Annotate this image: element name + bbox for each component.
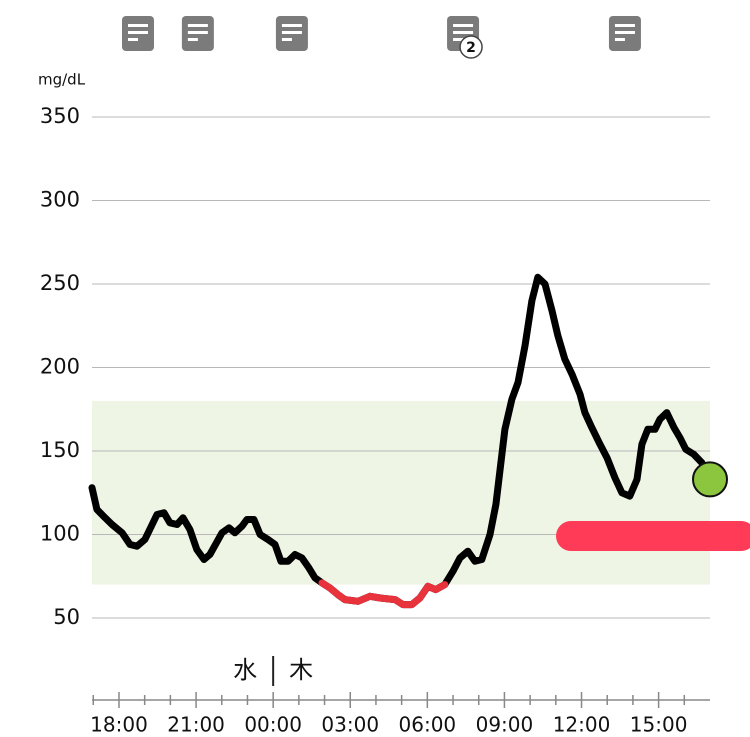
note-line	[281, 38, 292, 41]
y-tick-label: 50	[53, 605, 80, 629]
y-tick-label: 300	[40, 188, 80, 212]
note-count: 2	[466, 40, 476, 56]
x-tick-label: 21:00	[167, 713, 225, 737]
target-range	[92, 400, 710, 585]
y-tick-label: 350	[40, 104, 80, 128]
x-tick-label: 15:00	[630, 713, 688, 737]
y-tick-label: 100	[40, 522, 80, 546]
note-badge	[459, 35, 483, 59]
day-label: 水	[233, 656, 257, 684]
note-line	[281, 31, 302, 34]
overlay-bar	[556, 521, 750, 551]
note-line	[127, 38, 138, 41]
y-tick-label: 150	[40, 438, 80, 462]
note-line	[281, 24, 302, 27]
low-segment	[318, 579, 449, 609]
x-tick-label: 18:00	[90, 713, 148, 737]
x-tick-label: 06:00	[399, 713, 457, 737]
day-label: 木	[289, 656, 313, 684]
note-line	[187, 31, 208, 34]
current-reading	[692, 461, 728, 498]
note-line	[127, 24, 148, 27]
y-tick-label: 250	[40, 271, 80, 295]
y-tick-label: 200	[40, 355, 80, 379]
x-tick-label: 09:00	[476, 713, 534, 737]
note-line	[187, 24, 208, 27]
note-line	[614, 31, 635, 34]
note-line	[187, 38, 198, 41]
x-tick-label: 12:00	[553, 713, 611, 737]
note-line	[453, 24, 474, 27]
note-line	[127, 31, 148, 34]
note-line	[614, 38, 625, 41]
x-tick-label: 03:00	[321, 713, 379, 737]
y-unit: mg/dL	[38, 71, 86, 89]
x-tick-label: 00:00	[244, 713, 302, 737]
note-line	[614, 24, 635, 27]
note-line	[453, 31, 474, 34]
note-line	[453, 38, 464, 41]
